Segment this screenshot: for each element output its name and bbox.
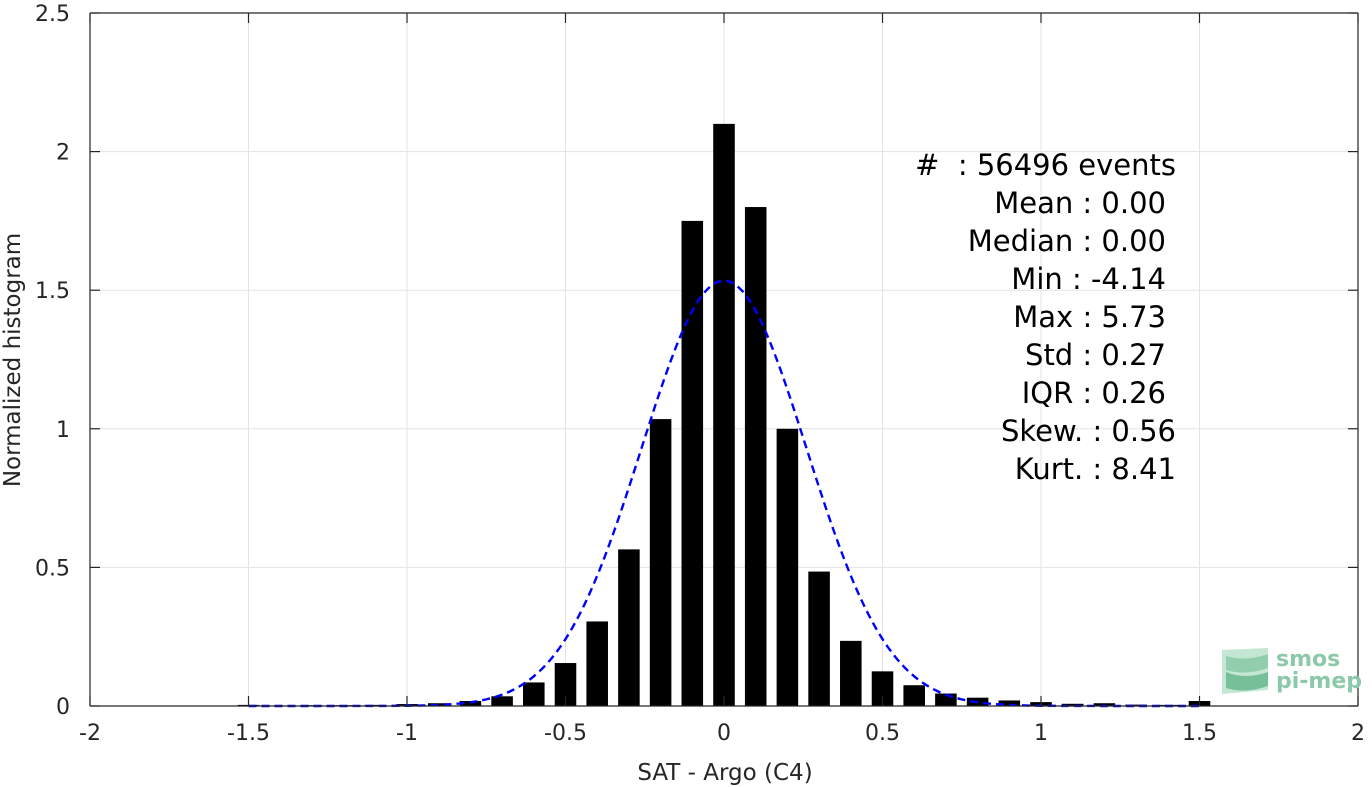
histogram-bar [1093, 703, 1116, 706]
stats-median: Median : 0.00 [968, 224, 1166, 258]
histogram-bar [618, 549, 640, 706]
histogram-bar [998, 700, 1021, 706]
x-tick-label: 0 [717, 721, 731, 746]
stats-min: Min : -4.14 [1011, 262, 1166, 296]
y-tick-label: 1 [56, 418, 70, 443]
x-tick-label: -1.5 [227, 721, 270, 746]
logo-wave-icon [1222, 648, 1268, 694]
histogram-bars [237, 123, 1211, 707]
stats-count: # : 56496 events [915, 148, 1176, 182]
histogram-bar [491, 696, 513, 706]
x-tick-label: -2 [79, 721, 101, 746]
histogram-bar [871, 671, 894, 706]
histogram-bar [713, 123, 735, 706]
y-tick-label: 0.5 [35, 556, 70, 581]
x-axis-label: SAT - Argo (C4) [637, 760, 812, 786]
stats-std: Std : 0.27 [1025, 338, 1166, 372]
y-tick-labels: 0 0.5 1 1.5 2 2.5 [35, 2, 70, 720]
histogram-bar [776, 428, 799, 706]
stats-kurt: Kurt. : 8.41 [1015, 452, 1176, 486]
x-tick-label: -1 [396, 721, 418, 746]
histogram-bar [649, 419, 672, 706]
histogram-bar [523, 682, 545, 706]
stats-mean: Mean : 0.00 [994, 186, 1166, 220]
histogram-bar [459, 701, 482, 706]
histogram-bar [1125, 704, 1147, 706]
stats-iqr: IQR : 0.26 [1022, 376, 1166, 410]
x-tick-label: -0.5 [544, 721, 587, 746]
y-tick-label: 2.5 [35, 2, 70, 27]
y-tick-label: 2 [56, 141, 70, 166]
logo-text-pimep: pi-mep [1276, 669, 1362, 694]
x-tick-labels: -2 -1.5 -1 -0.5 0 0.5 1 1.5 2 [79, 721, 1365, 746]
y-axis-label: Normalized histogram [0, 233, 26, 487]
histogram-bar [744, 207, 767, 707]
x-tick-label: 2 [1351, 721, 1365, 746]
smos-pimep-logo: smos pi-mep [1222, 647, 1362, 694]
stats-max: Max : 5.73 [1013, 300, 1166, 334]
y-tick-label: 0 [56, 695, 70, 720]
histogram-bar [840, 640, 862, 706]
statistics-annotation: # : 56496 events Mean : 0.00 Median : 0.… [915, 148, 1176, 486]
histogram-bar [903, 685, 925, 706]
logo-text-smos: smos [1276, 647, 1340, 672]
axes [89, 12, 1359, 707]
histogram-bar [554, 663, 577, 706]
x-tick-label: 1 [1034, 721, 1048, 746]
x-tick-label: 1.5 [1182, 721, 1217, 746]
stats-skew: Skew. : 0.56 [1001, 414, 1176, 448]
x-tick-label: 0.5 [865, 721, 900, 746]
histogram-bar [808, 571, 830, 706]
histogram-bar [1061, 703, 1084, 706]
y-tick-label: 1.5 [35, 279, 70, 304]
histogram-bar [586, 621, 608, 706]
histogram-bar [681, 220, 704, 706]
histogram-bar [427, 703, 450, 706]
